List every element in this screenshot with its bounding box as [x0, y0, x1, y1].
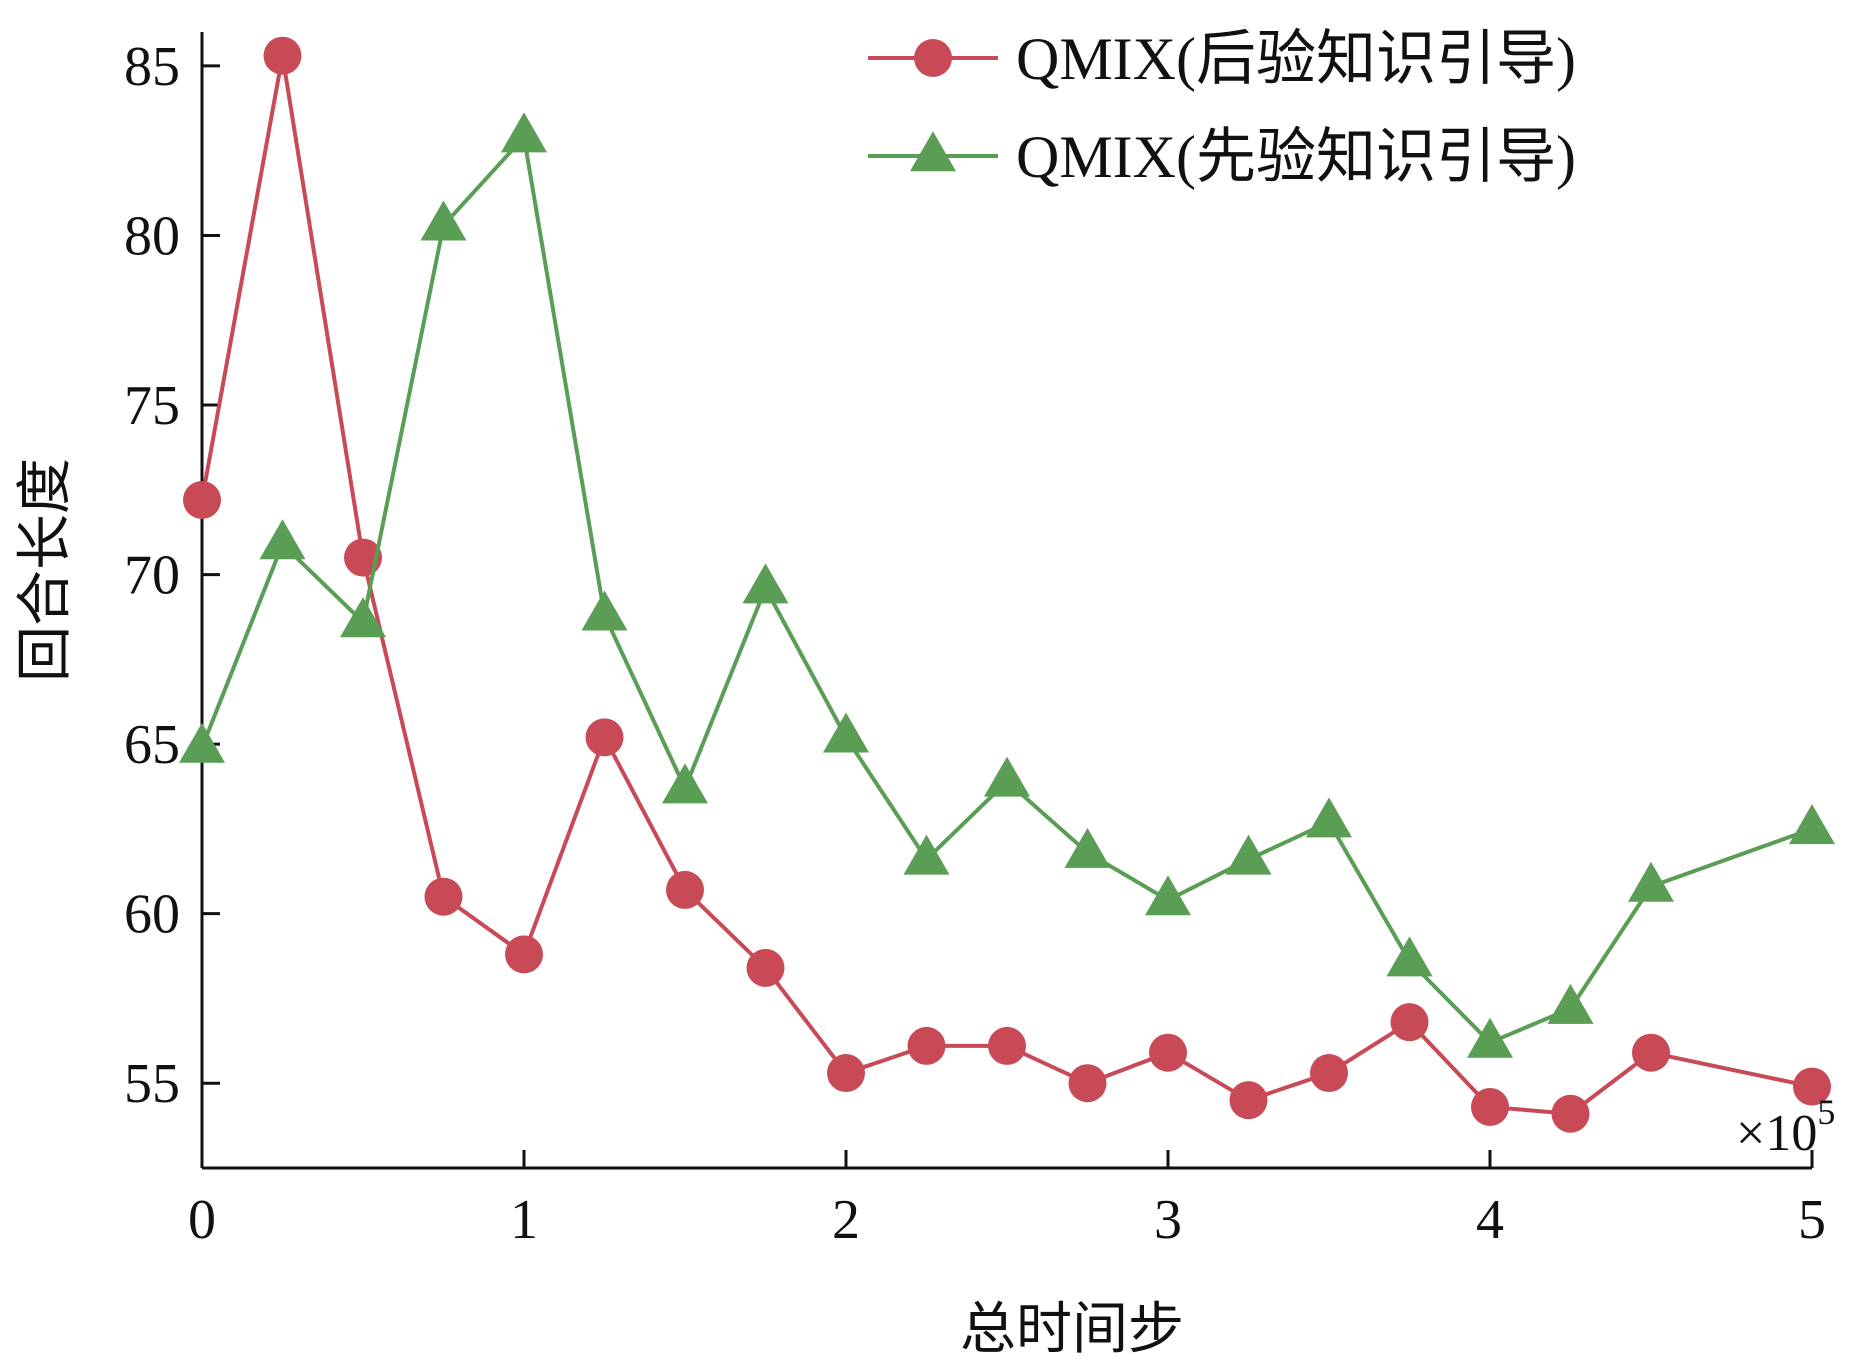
data-point [263, 36, 302, 75]
y-tick-label: 75 [124, 375, 180, 437]
data-point [903, 834, 950, 875]
series-2 [179, 112, 1835, 1058]
data-point [662, 763, 708, 804]
series-layer [179, 36, 1835, 1133]
y-axis-ticks: 55 60 65 70 75 80 85 [124, 36, 220, 1115]
data-point [1471, 1087, 1509, 1126]
x-tick-label: 0 [188, 1189, 216, 1251]
data-point [827, 1054, 865, 1093]
data-point [1632, 1033, 1670, 1072]
data-point [1467, 1017, 1513, 1058]
data-point [1551, 1094, 1590, 1133]
y-tick-label: 60 [124, 884, 180, 946]
data-point [585, 718, 624, 757]
legend-marker [910, 131, 956, 172]
data-point [1793, 1067, 1831, 1106]
y-tick-label: 80 [124, 205, 180, 267]
legend-label: QMIX(后验知识引导) [1016, 26, 1576, 92]
data-point [183, 480, 221, 519]
data-point [420, 200, 467, 241]
data-point [1310, 1054, 1348, 1093]
legend: QMIX(后验知识引导) QMIX(先验知识引导) [868, 26, 1576, 190]
data-point [823, 712, 869, 753]
y-tick-label: 65 [124, 714, 180, 776]
data-point [1547, 983, 1594, 1024]
data-point [1145, 875, 1191, 916]
data-point [340, 597, 386, 638]
x-tick-label: 3 [1154, 1189, 1182, 1251]
legend-item-1: QMIX(后验知识引导) [868, 26, 1576, 92]
data-point [1306, 797, 1352, 838]
data-point [581, 590, 628, 631]
data-point [1390, 1003, 1429, 1042]
data-point [1386, 936, 1433, 977]
y-tick-label: 55 [124, 1053, 180, 1115]
x-axis-title: 总时间步 [960, 1297, 1184, 1362]
axes [200, 32, 1812, 1170]
data-point [1068, 1064, 1107, 1103]
data-point [1064, 827, 1111, 868]
data-point [505, 935, 543, 974]
data-point [1229, 1081, 1268, 1120]
data-point [1789, 804, 1835, 845]
data-point [984, 756, 1030, 797]
y-axis-title: 回合长度 [13, 458, 78, 682]
y-tick-label: 70 [124, 545, 180, 607]
data-point [424, 877, 463, 916]
x-axis-ticks: 0 1 2 3 4 5 [188, 1150, 1826, 1251]
data-point [179, 722, 225, 763]
data-point [1149, 1033, 1187, 1072]
data-point [1628, 861, 1674, 902]
legend-item-2: QMIX(先验知识引导) [868, 124, 1576, 190]
x-tick-label: 2 [832, 1189, 860, 1251]
x-axis-multiplier-base: ×10 [1736, 1105, 1817, 1162]
x-tick-label: 5 [1798, 1189, 1826, 1251]
data-point [259, 519, 306, 560]
legend-label: QMIX(先验知识引导) [1016, 124, 1576, 190]
x-tick-label: 1 [510, 1189, 538, 1251]
series-line-2 [200, 135, 1813, 1045]
y-tick-label: 85 [124, 36, 180, 98]
legend-marker [914, 39, 952, 77]
x-axis-multiplier: ×105 [1736, 1092, 1835, 1162]
series-1 [183, 36, 1831, 1133]
x-axis-multiplier-exponent: 5 [1817, 1092, 1835, 1132]
data-point [988, 1026, 1026, 1065]
x-tick-label: 4 [1476, 1189, 1504, 1251]
data-point [907, 1026, 946, 1065]
data-point [666, 870, 704, 909]
data-point [746, 948, 785, 987]
data-point [501, 112, 547, 153]
data-point [1225, 834, 1272, 875]
data-point [742, 563, 789, 604]
